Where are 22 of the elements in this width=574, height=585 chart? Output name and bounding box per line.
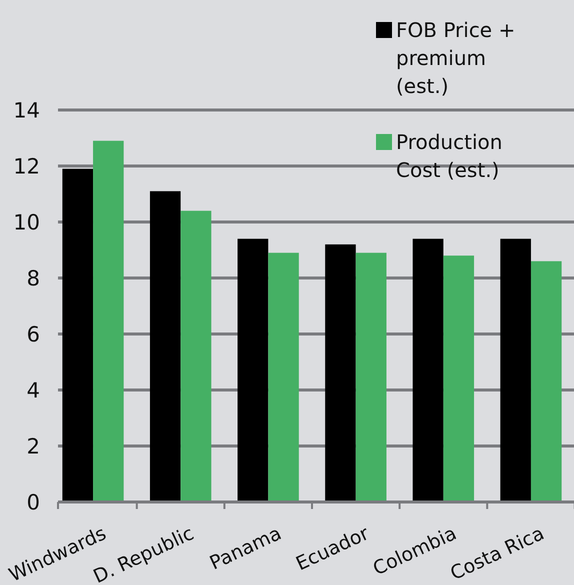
bar [150,191,181,502]
y-tick-label: 14 [13,98,40,122]
bar [325,244,356,502]
bar [180,210,212,502]
legend-label: FOB Price + premium (est.) [396,18,516,98]
bar [62,168,94,502]
y-tick-label: 4 [26,378,40,402]
y-tick-label: 0 [26,490,40,514]
bar [500,238,531,502]
bar [530,261,562,502]
bar [93,140,124,502]
bar [443,256,474,502]
y-tick-label: 12 [13,154,40,178]
y-tick-label: 8 [26,266,40,290]
y-tick-label: 6 [26,322,40,346]
bar [412,238,444,502]
y-tick-label: 2 [26,434,40,458]
legend-label: Production Cost (est.) [396,130,502,182]
bar [356,252,386,502]
bar [238,238,268,502]
y-tick-label: 10 [13,210,40,234]
bar [268,252,299,502]
